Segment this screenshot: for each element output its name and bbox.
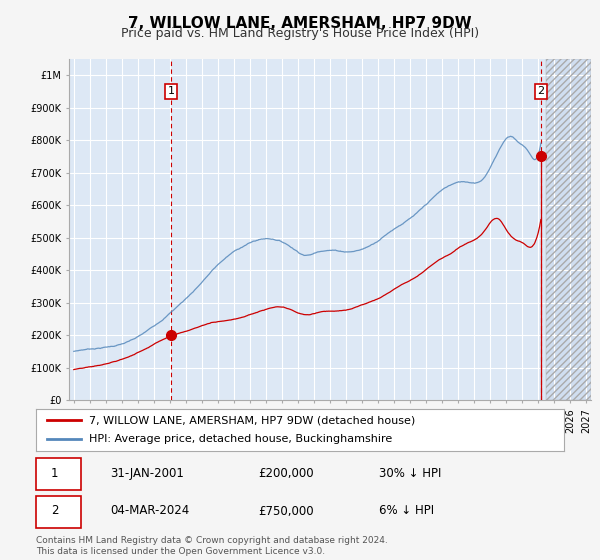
Bar — [546, 59, 591, 400]
Text: 6% ↓ HPI: 6% ↓ HPI — [379, 505, 434, 517]
Text: 2: 2 — [538, 86, 544, 96]
Text: 1: 1 — [51, 466, 58, 480]
FancyBboxPatch shape — [36, 458, 81, 490]
FancyBboxPatch shape — [36, 496, 81, 528]
Text: 31-JAN-2001: 31-JAN-2001 — [110, 466, 184, 480]
Text: HPI: Average price, detached house, Buckinghamshire: HPI: Average price, detached house, Buck… — [89, 435, 392, 445]
Text: £750,000: £750,000 — [258, 505, 313, 517]
Text: 1: 1 — [167, 86, 175, 96]
Text: 04-MAR-2024: 04-MAR-2024 — [110, 505, 189, 517]
Text: £200,000: £200,000 — [258, 466, 313, 480]
Text: 2: 2 — [51, 505, 58, 517]
Text: 7, WILLOW LANE, AMERSHAM, HP7 9DW: 7, WILLOW LANE, AMERSHAM, HP7 9DW — [128, 16, 472, 31]
Text: Contains HM Land Registry data © Crown copyright and database right 2024.
This d: Contains HM Land Registry data © Crown c… — [36, 536, 388, 556]
Text: Price paid vs. HM Land Registry's House Price Index (HPI): Price paid vs. HM Land Registry's House … — [121, 27, 479, 40]
Text: 7, WILLOW LANE, AMERSHAM, HP7 9DW (detached house): 7, WILLOW LANE, AMERSHAM, HP7 9DW (detac… — [89, 415, 415, 425]
Text: 30% ↓ HPI: 30% ↓ HPI — [379, 466, 442, 480]
Bar — [546, 59, 591, 400]
